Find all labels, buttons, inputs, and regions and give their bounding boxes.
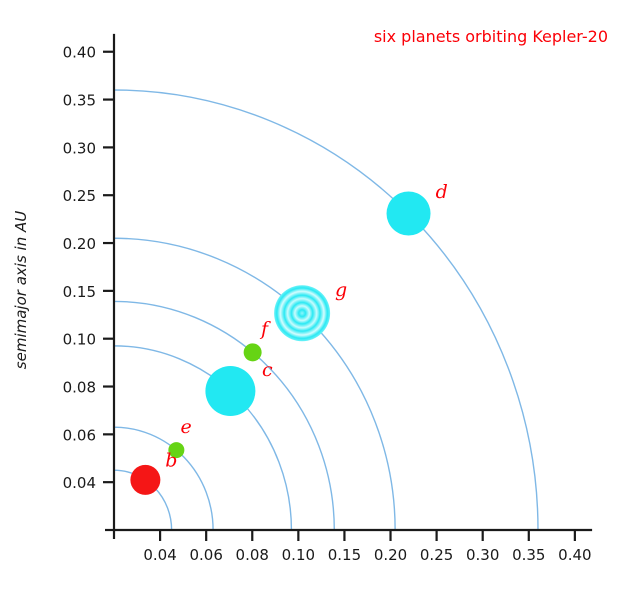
planet-label-f: f — [259, 318, 271, 340]
planet-label-b: b — [165, 450, 177, 472]
orbit-arc-e — [113, 426, 214, 531]
planet-marker-b — [130, 464, 161, 495]
x-tick-label-0.15: 0.15 — [328, 546, 361, 564]
axes: 0.04 0.06 0.08 0.10 0.15 0.20 0.25 0.30 0.35 0.40… — [63, 33, 593, 564]
y-tick-label-0.30: 0.30 — [63, 139, 96, 157]
x-tick-label-0.35: 0.35 — [512, 546, 545, 564]
x-tick-label-0.08: 0.08 — [236, 546, 269, 564]
x-tick-label-0.10: 0.10 — [282, 546, 315, 564]
y-tick-label-0.15: 0.15 — [63, 283, 96, 301]
orbit-arc-f — [113, 300, 335, 531]
x-tick-label-0.06: 0.06 — [189, 546, 222, 564]
planet-marker-g — [274, 285, 331, 342]
y-tick-label-0.25: 0.25 — [63, 187, 96, 205]
y-tick-label-0.08: 0.08 — [63, 379, 96, 397]
y-axis-label: semimajor axis in AU — [12, 211, 30, 369]
y-tick-label-0.04: 0.04 — [63, 474, 96, 492]
planet-label-g: g — [335, 279, 347, 301]
planet-markers — [130, 191, 431, 495]
planet-marker-d — [386, 191, 431, 236]
planet-labels: be cf g d — [165, 181, 447, 471]
planet-marker-e — [168, 442, 185, 459]
x-tick-label-0.40: 0.40 — [558, 546, 591, 564]
x-tick-label-0.20: 0.20 — [374, 546, 407, 564]
y-tick-label-0.10: 0.10 — [63, 331, 96, 349]
y-tick-label-0.06: 0.06 — [63, 426, 96, 444]
planet-marker-f — [243, 343, 262, 362]
planet-label-e: e — [180, 416, 191, 438]
planet-marker-c — [205, 366, 256, 417]
y-tick-label-0.35: 0.35 — [63, 92, 96, 110]
y-tick-label-0.20: 0.20 — [63, 235, 96, 253]
y-tick-label-0.40: 0.40 — [63, 44, 96, 62]
x-tick-label-0.25: 0.25 — [420, 546, 453, 564]
x-tick-label-0.30: 0.30 — [466, 546, 499, 564]
x-tick-label-0.04: 0.04 — [143, 546, 176, 564]
planet-label-c: c — [262, 359, 273, 381]
planet-label-d: d — [436, 181, 448, 203]
chart-title: six planets orbiting Kepler-20 — [374, 27, 608, 46]
